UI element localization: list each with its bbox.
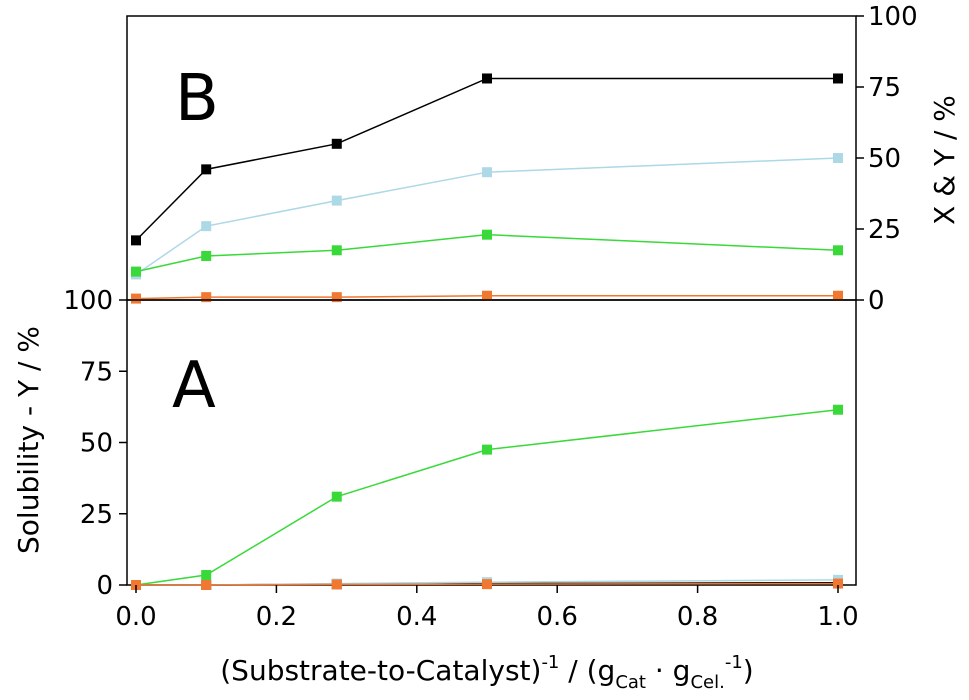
- series-line-1: [135, 77, 838, 241]
- x-axis-label-unit-mid: · g: [646, 654, 690, 687]
- series-line-3: [135, 408, 839, 586]
- data-point: [331, 491, 342, 502]
- data-point: [201, 221, 212, 232]
- y-tick-label: 100: [63, 286, 113, 316]
- data-point: [482, 73, 492, 84]
- x-axis-label-sup: -1: [541, 652, 559, 673]
- x-axis-label-unit-close: ): [743, 654, 754, 687]
- y-tick-label: 25: [868, 215, 901, 245]
- y-tick-label: 25: [80, 500, 113, 530]
- y-tick-label: 100: [868, 2, 918, 32]
- x-axis-label: (Substrate-to-Catalyst)-1 / (gCat · gCel…: [220, 652, 753, 693]
- x-tick-label: 0.0: [115, 602, 156, 632]
- data-point: [201, 580, 212, 590]
- panel-a: 0 25 50 75 100: [63, 286, 857, 601]
- data-point: [131, 235, 141, 246]
- data-point: [331, 292, 342, 303]
- data-point: [331, 245, 342, 256]
- x-tick-label: 0.4: [396, 602, 437, 632]
- data-point: [482, 167, 492, 178]
- data-point: [201, 250, 212, 261]
- data-point: [833, 290, 843, 301]
- x-axis-label-sub2: Cel.: [690, 672, 724, 693]
- y-axis-label-left: Solubility - Y / %: [12, 326, 45, 554]
- y-tick-label: 0: [868, 286, 885, 316]
- y-tick-label: 50: [868, 144, 901, 174]
- panel-frame-a: [126, 299, 857, 586]
- x-axis-label-main: (Substrate-to-Catalyst): [220, 654, 541, 687]
- panel-a-letter: A: [172, 349, 216, 423]
- data-point: [833, 245, 843, 256]
- data-point: [482, 444, 492, 455]
- x-tick-label: 0.8: [677, 602, 718, 632]
- y-tick-label: 75: [80, 357, 113, 387]
- data-point: [482, 579, 492, 590]
- x-tick-label: 1.0: [817, 602, 858, 632]
- series-line-3: [135, 233, 839, 273]
- data-point: [331, 138, 342, 149]
- y-tick-label: 0: [96, 571, 113, 601]
- x-axis-label-sup2: -1: [725, 652, 743, 673]
- data-point: [201, 570, 212, 581]
- data-point: [201, 292, 212, 303]
- data-point: [201, 164, 212, 175]
- data-point: [331, 579, 342, 590]
- data-point: [331, 195, 342, 206]
- x-tick-label: 0.2: [256, 602, 297, 632]
- data-point: [482, 229, 492, 240]
- y-tick-label: 50: [80, 429, 113, 459]
- data-point: [833, 404, 843, 415]
- data-point: [131, 293, 141, 304]
- data-point: [131, 266, 141, 277]
- data-point: [833, 73, 843, 84]
- data-point: [482, 290, 492, 301]
- panel-b-letter: B: [175, 62, 219, 136]
- panel-b: 0 25 50 75 100: [126, 2, 918, 316]
- x-axis: 0.0 0.2 0.4 0.6 0.8 1.0: [115, 585, 859, 632]
- x-axis-label-sub1: Cat: [615, 672, 646, 693]
- y-axis-label-right: X & Y / %: [928, 95, 961, 225]
- panel-frame-b: [126, 15, 857, 301]
- data-point: [833, 153, 843, 163]
- data-point: [833, 578, 843, 589]
- x-axis-label-unit-open: / (g: [559, 654, 615, 687]
- x-tick-label: 0.6: [537, 602, 578, 632]
- y-tick-label: 75: [868, 73, 901, 103]
